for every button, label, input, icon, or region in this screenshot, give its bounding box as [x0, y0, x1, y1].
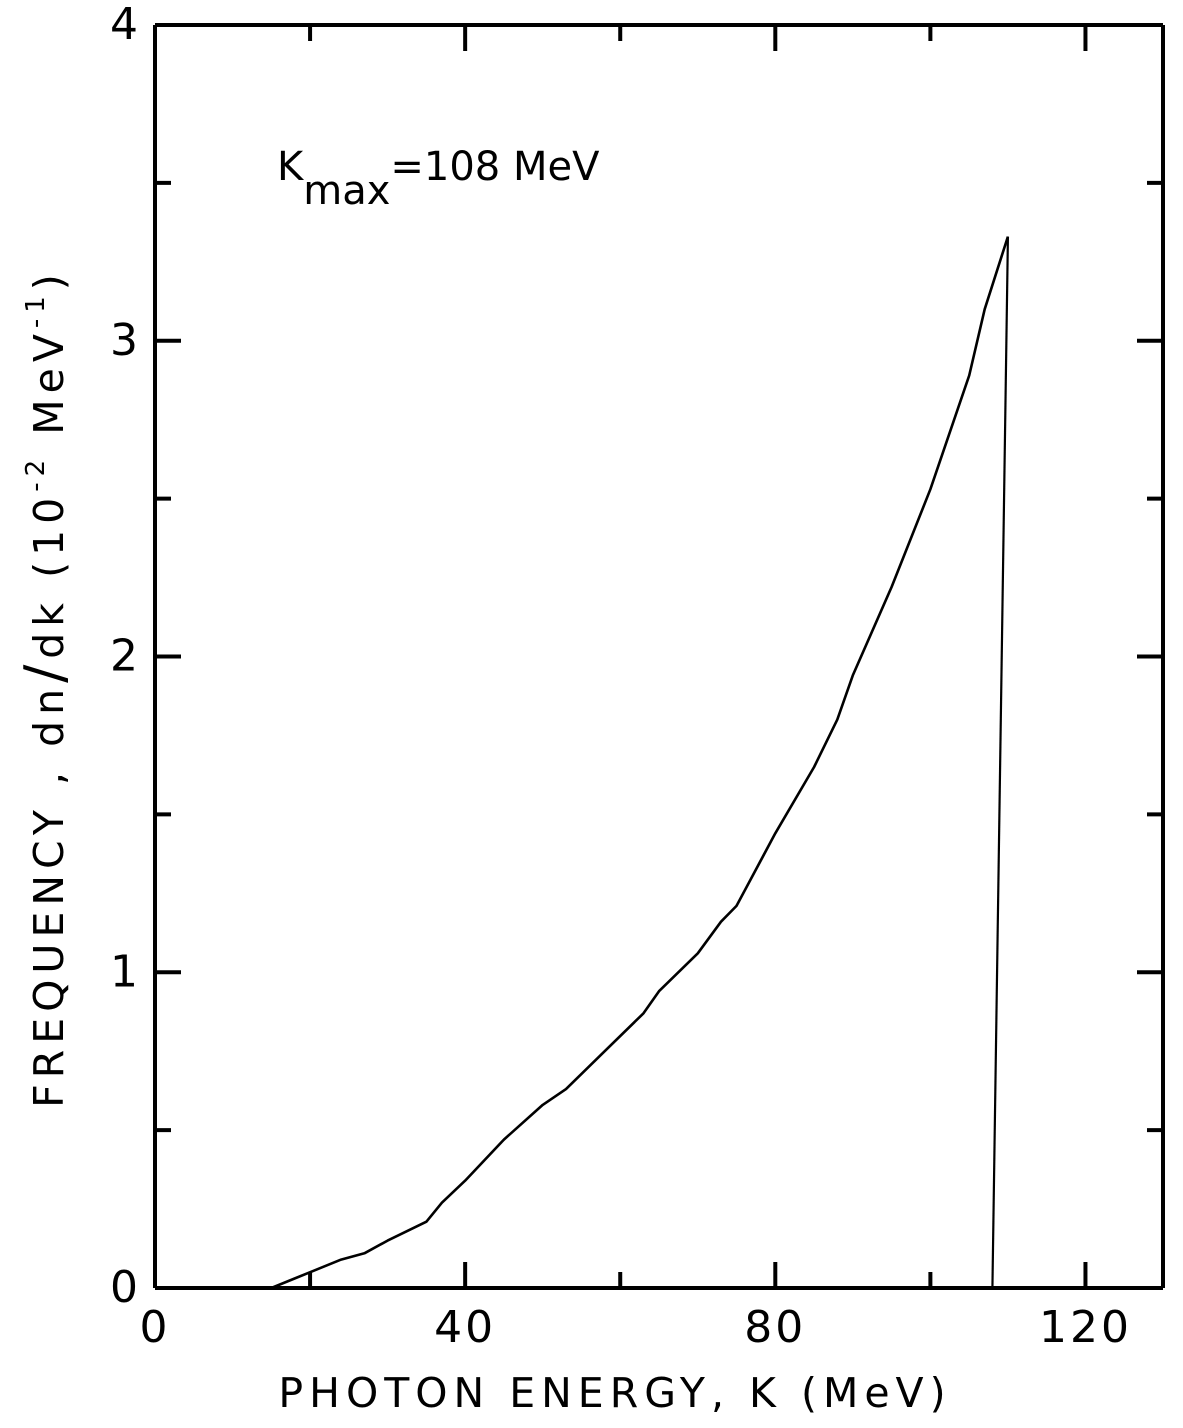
axes-layer [153, 23, 1165, 1290]
y-axis-title: FREQUENCY , dn/dk (10-2 MeV-1) [13, 268, 76, 1108]
y-tick-label: 2 [110, 631, 141, 682]
y-axis-title-exponent-2: -1 [21, 290, 51, 328]
y-axis-title-exponent-1: -2 [21, 454, 51, 492]
text-layer: PHOTON ENERGY, K (MeV) FREQUENCY , dn/dk… [13, 144, 951, 1417]
y-tick-label: 4 [110, 0, 141, 50]
ticks-layer [155, 25, 1163, 1288]
tick-labels-layer: 0 40 80 120 0 1 2 3 4 [110, 0, 1132, 1353]
y-axis-title-post: dk (10 [25, 492, 73, 659]
spectrum-curve [155, 236, 1010, 1290]
y-axis-title-main: FREQUENCY , dn [25, 683, 73, 1108]
y-tick-label: 0 [110, 1262, 141, 1313]
y-axis-title-slash: / [13, 659, 76, 683]
x-tick-label: 80 [744, 1302, 806, 1353]
kmax-annotation-sub: max [303, 168, 390, 214]
x-axis-title: PHOTON ENERGY, K (MeV) [278, 1369, 951, 1417]
kmax-annotation-k: K [277, 144, 305, 190]
kmax-annotation-rest: =108 MeV [390, 144, 600, 190]
kmax-cutoff-line [991, 236, 1010, 1289]
y-tick-label: 1 [110, 946, 141, 997]
series-layer [155, 236, 1010, 1290]
x-tick-label: 120 [1039, 1302, 1132, 1353]
kmax-annotation: Kmax=108 MeV [277, 144, 600, 214]
y-axis-title-mid: MeV [25, 328, 73, 454]
x-tick-label: 0 [140, 1302, 171, 1353]
x-tick-label: 40 [434, 1302, 496, 1353]
y-axis-title-close: ) [25, 268, 73, 290]
y-tick-label: 3 [110, 315, 141, 366]
